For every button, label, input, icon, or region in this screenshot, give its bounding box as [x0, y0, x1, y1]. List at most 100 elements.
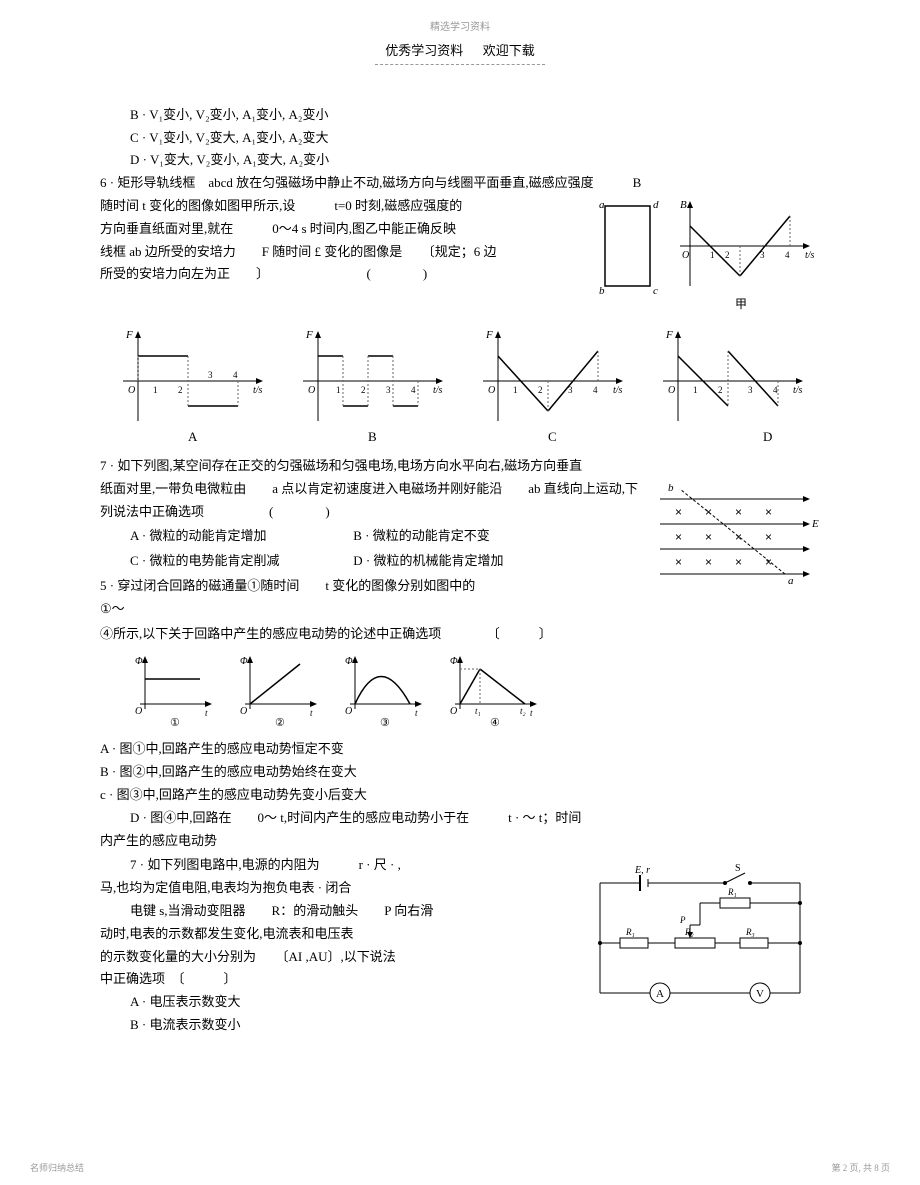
svg-text:O: O — [450, 706, 457, 717]
q6-b-graph: B t/s O 1 2 3 4 甲 — [670, 196, 820, 316]
q6-graph-b: F t/s O 1 2 3 4 B — [288, 326, 453, 446]
svg-text:③: ③ — [380, 717, 390, 729]
q6-line1: 6 · 矩形导轨线框 abcd 放在匀强磁场中静止不动,磁场方向与线圈平面垂直,… — [100, 173, 820, 194]
svg-text:Φ: Φ — [240, 656, 248, 667]
svg-text:1: 1 — [336, 385, 341, 395]
svg-text:R₁: R₁ — [727, 887, 737, 897]
svg-text:t/s: t/s — [793, 385, 803, 396]
svg-text:④: ④ — [490, 717, 500, 729]
footer-left: 名师归纳总结 — [30, 1161, 84, 1175]
svg-text:t: t — [530, 708, 533, 718]
svg-text:t/s: t/s — [805, 250, 815, 261]
svg-text:t: t — [205, 708, 208, 718]
svg-text:3: 3 — [760, 250, 765, 260]
page-top-header: 精选学习资料 — [100, 20, 820, 36]
svg-text:F: F — [665, 329, 673, 341]
q6-graph-c: F t/s O 1 2 3 4 C — [468, 326, 633, 446]
svg-text:t/s: t/s — [433, 385, 443, 396]
q6-right-figures: a d b c B t/s O 1 — [585, 196, 820, 316]
svg-text:F: F — [125, 329, 133, 341]
svg-text:c: c — [653, 285, 658, 297]
q6-f-graphs: F t/s O 1 2 3 4 A F — [100, 326, 820, 446]
q5-graph-3: Φ O t ③ — [340, 654, 430, 729]
svg-text:4: 4 — [593, 385, 598, 395]
svg-text:A: A — [188, 429, 198, 444]
q5-graph-4: Φ O t t₁ t₂ ④ — [445, 654, 545, 729]
svg-text:×: × — [675, 505, 682, 519]
svg-text:R₃: R₃ — [745, 927, 755, 937]
svg-text:a: a — [599, 199, 605, 211]
svg-text:3: 3 — [386, 385, 391, 395]
q5-line3: ④所示,以下关于回路中产生的感应电动势的论述中正确选项 〔 〕 — [100, 624, 820, 645]
svg-text:4: 4 — [773, 385, 778, 395]
sub-header-left: 优秀学习资料 — [385, 43, 463, 58]
svg-text:Φ: Φ — [450, 656, 458, 667]
svg-text:×: × — [705, 530, 712, 544]
svg-text:×: × — [735, 555, 742, 569]
svg-text:×: × — [765, 530, 772, 544]
q7-opt-a: A · 微粒的动能肯定增加 — [130, 526, 350, 547]
q7-opt-b: B · 微粒的动能肯定不变 — [353, 528, 490, 543]
svg-text:Φ: Φ — [135, 656, 143, 667]
svg-text:×: × — [675, 555, 682, 569]
svg-text:F: F — [485, 329, 493, 341]
prev-option-d: D · V₁变大, V₂变小, A₁变大, A₂变小 — [130, 150, 820, 171]
svg-text:O: O — [682, 250, 689, 261]
svg-text:3: 3 — [748, 385, 753, 395]
q7-field-diagram: ×××× ×××× ×××× b a E — [650, 479, 820, 589]
svg-text:2: 2 — [725, 250, 730, 260]
svg-text:甲: 甲 — [735, 297, 747, 311]
prev-option-b: B · V₁变小, V₂变小, A₁变小, A₂变小 — [130, 105, 820, 126]
svg-text:1: 1 — [513, 385, 518, 395]
q5-opt-b: B · 图②中,回路产生的感应电动势始终在变大 — [100, 762, 820, 783]
svg-text:b: b — [668, 482, 674, 494]
svg-text:1: 1 — [693, 385, 698, 395]
svg-text:×: × — [735, 505, 742, 519]
q7-line1: 7 · 如下列图,某空间存在正交的匀强磁场和匀强电场,电场方向水平向右,磁场方向… — [100, 456, 820, 477]
q5-graph-1: Φ O t ① — [130, 654, 220, 729]
svg-text:×: × — [765, 555, 772, 569]
svg-text:B: B — [680, 199, 687, 211]
footer-right: 第 2 页, 共 8 页 — [831, 1161, 890, 1175]
svg-text:V: V — [756, 988, 764, 1000]
svg-text:×: × — [735, 530, 742, 544]
page-sub-header: 优秀学习资料 欢迎下载 — [375, 41, 545, 65]
q5-graph-2: Φ O t ② — [235, 654, 325, 729]
q5-opt-d: D · 图④中,回路在 0～ t,时间内产生的感应电动势小于在 t · ～ t；… — [100, 808, 820, 829]
svg-text:4: 4 — [233, 370, 238, 380]
svg-text:t: t — [415, 708, 418, 718]
svg-text:4: 4 — [785, 250, 790, 260]
svg-text:2: 2 — [178, 385, 183, 395]
q7b-line6: 中正确选项 〔 〕 — [100, 969, 560, 990]
svg-text:t₂: t₂ — [520, 706, 526, 716]
q7-opt-c: C · 微粒的电势能肯定削减 — [130, 551, 350, 572]
svg-text:D: D — [763, 429, 772, 444]
svg-text:O: O — [128, 385, 135, 396]
svg-text:O: O — [135, 706, 142, 717]
svg-text:t/s: t/s — [253, 385, 263, 396]
svg-text:2: 2 — [718, 385, 723, 395]
prev-option-c: C · V₁变小, V₂变大, A₁变小, A₂变大 — [130, 128, 820, 149]
svg-text:×: × — [705, 505, 712, 519]
svg-text:E, r: E, r — [634, 865, 650, 876]
svg-text:×: × — [705, 555, 712, 569]
svg-text:b: b — [599, 285, 605, 297]
svg-text:O: O — [308, 385, 315, 396]
svg-text:a: a — [788, 575, 794, 587]
q5-opt-c: c · 图③中,回路产生的感应电动势先变小后变大 — [100, 785, 820, 806]
q7-opt-d: D · 微粒的机械能肯定增加 — [353, 553, 503, 568]
svg-text:1: 1 — [710, 250, 715, 260]
q5-phi-graphs: Φ O t ① Φ O t ② — [130, 654, 820, 729]
q6-graph-d: F t/s O 1 2 3 4 D — [648, 326, 813, 446]
q7b-line5: 的示数变化量的大小分别为 〔AI ,AU〕,以下说法 — [100, 947, 560, 968]
q6-rect-diagram: a d b c — [585, 196, 665, 306]
svg-text:t: t — [310, 708, 313, 718]
svg-text:E: E — [811, 518, 819, 530]
q7b-circuit: E, r S R₁ R₁ — [580, 863, 820, 1013]
svg-text:Φ: Φ — [345, 656, 353, 667]
q7b-opt-a: A · 电压表示数变大 — [100, 992, 560, 1013]
svg-text:B: B — [368, 429, 377, 444]
svg-text:①: ① — [170, 717, 180, 729]
q7b-line4: 动时,电表的示数都发生变化,电流表和电压表 — [100, 924, 560, 945]
svg-text:O: O — [668, 385, 675, 396]
